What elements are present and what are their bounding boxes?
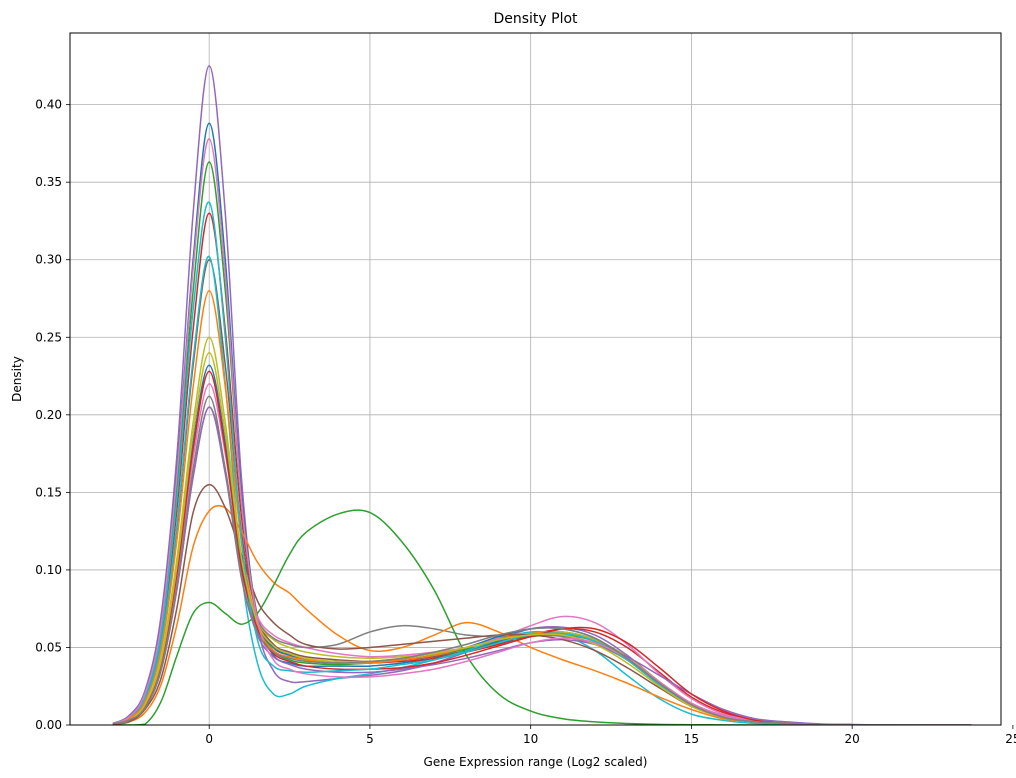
x-tick-label: 20: [845, 732, 860, 746]
y-tick-label: 0.15: [35, 485, 62, 499]
density-series-line-14: [112, 406, 972, 725]
x-tick-label: 5: [366, 732, 374, 746]
y-tick-label: 0.00: [35, 718, 62, 732]
y-tick-label: 0.30: [35, 253, 62, 267]
y-tick-label: 0.20: [35, 408, 62, 422]
x-tick-label: 10: [523, 732, 538, 746]
y-tick-label: 0.25: [35, 330, 62, 344]
y-tick-label: 0.05: [35, 640, 62, 654]
y-tick-label: 0.35: [35, 175, 62, 189]
y-tick-label: 0.40: [35, 98, 62, 112]
x-tick-label: 0: [205, 732, 213, 746]
y-tick-label: 0.10: [35, 563, 62, 577]
y-axis-label: Density: [10, 356, 24, 402]
density-series-line-20: [112, 395, 972, 725]
grid-lines: [70, 33, 1001, 725]
x-tick-label: 15: [684, 732, 699, 746]
x-axis-ticks: 0 5 10 15 20 25: [205, 725, 1016, 746]
y-axis-ticks: 0.00 0.05 0.10 0.15 0.20 0.25 0.30 0.35 0.40: [35, 98, 70, 732]
density-series-line-11: [112, 509, 972, 725]
chart-title: Density Plot: [493, 11, 578, 27]
density-series-lines: [112, 65, 972, 725]
plot-frame: [69, 32, 1002, 726]
x-axis-label: Gene Expression range (Log2 scaled): [424, 755, 648, 769]
x-tick-label: 25: [1005, 732, 1016, 746]
